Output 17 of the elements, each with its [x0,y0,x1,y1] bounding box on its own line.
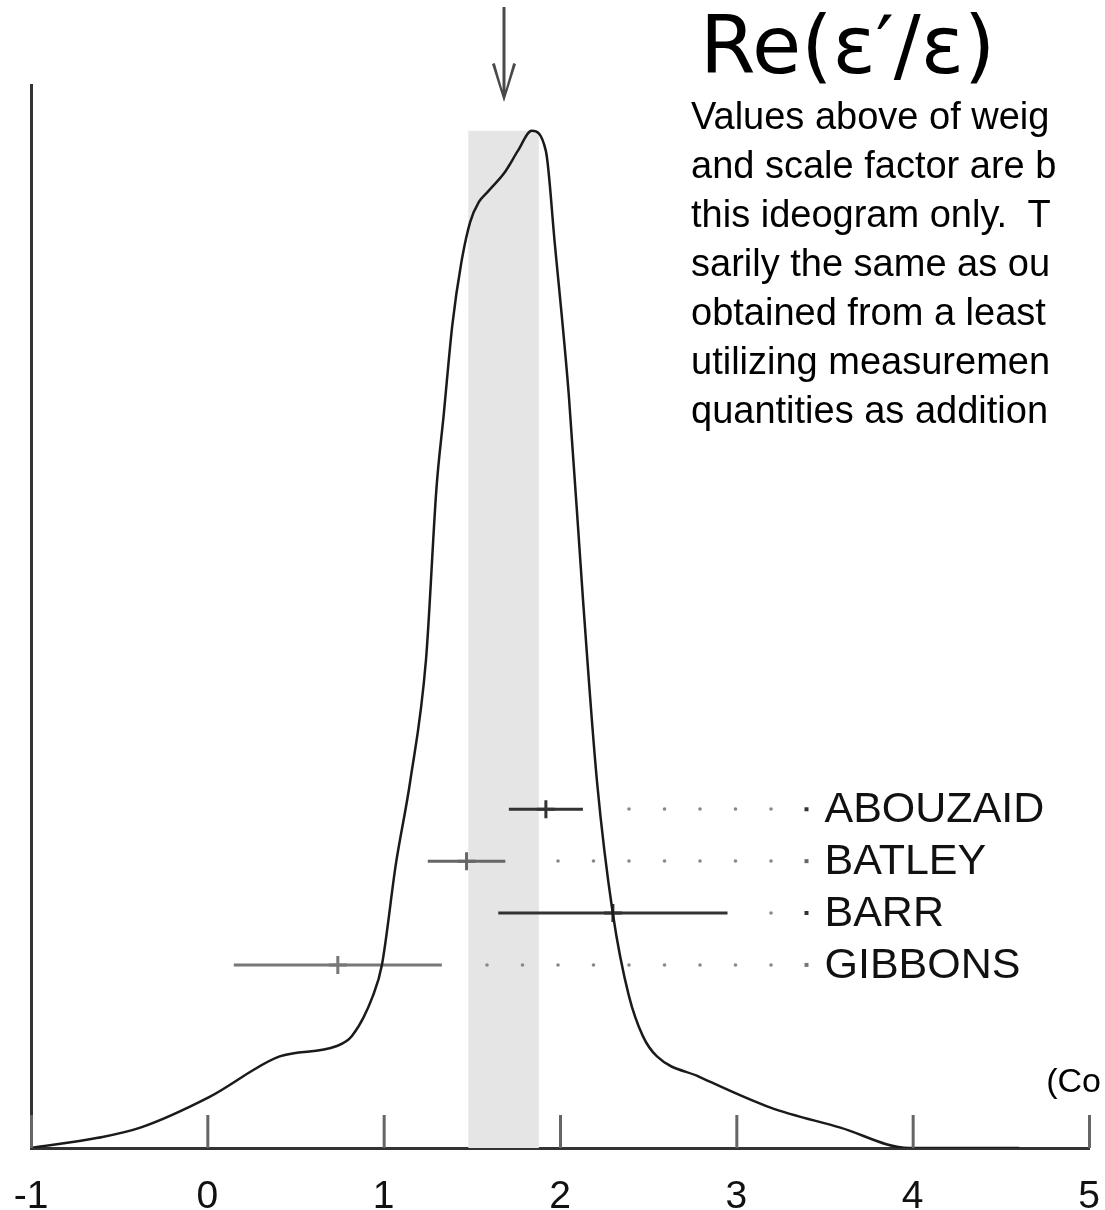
legend-label: GIBBONS [824,938,1021,987]
x-tick-label: 3 [725,1173,748,1210]
x-tick-label: 2 [549,1173,571,1210]
annotation: (Co [1046,1060,1101,1100]
point [327,954,349,976]
x-tick-label: 4 [901,1173,924,1210]
legend-label: BARR [824,886,944,935]
x-tick-label: 5 [1078,1173,1100,1210]
x-tick-label: 1 [372,1173,395,1210]
point [456,850,478,872]
legend-label: ABOUZAID [824,783,1045,832]
chart-title: Re(ε′/ε) [700,0,996,92]
point [535,798,557,820]
x-tick-label: 0 [196,1173,219,1210]
annotation: Values above of weig and scale factor are b this ideogram only. T sarily the same as ou obtained from a least utilizing measuremen quantities as addition [691,94,1057,433]
x-tick-label: -1 [13,1173,49,1210]
legend-label: BATLEY [824,835,987,883]
